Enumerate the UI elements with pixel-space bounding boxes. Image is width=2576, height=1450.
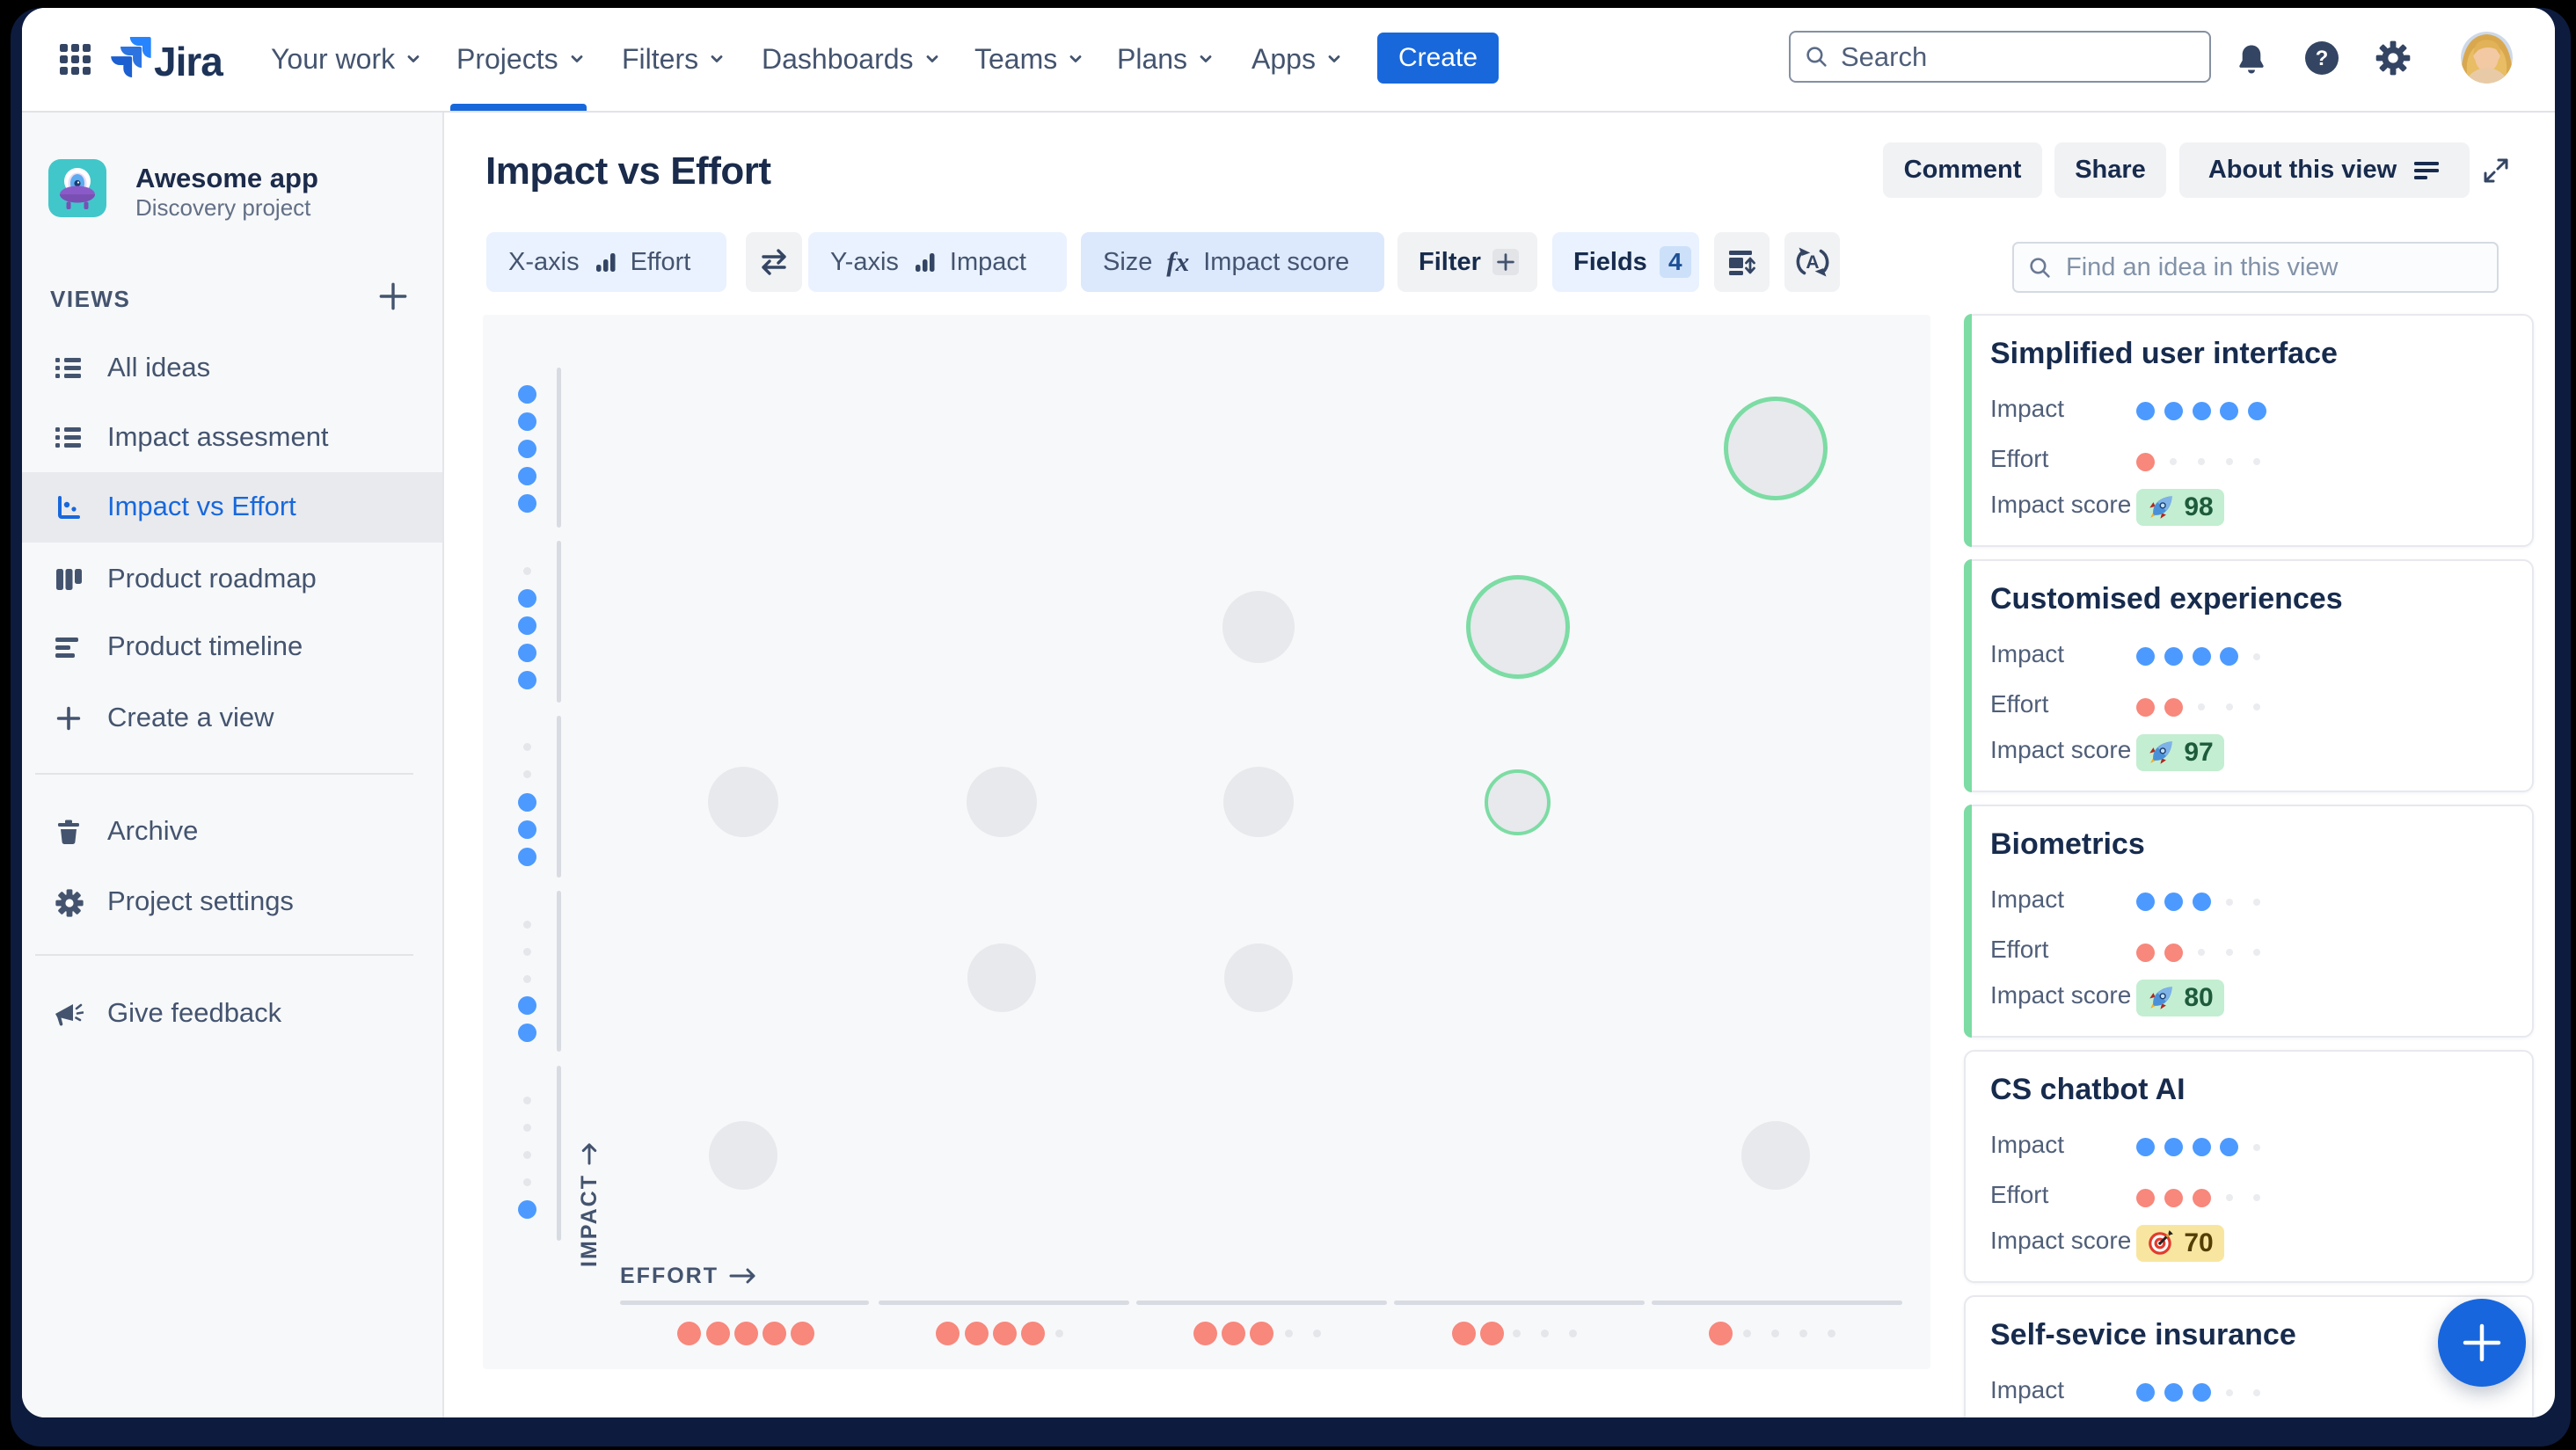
svg-text:A: A xyxy=(1806,252,1819,273)
svg-text:?: ? xyxy=(2316,47,2329,70)
